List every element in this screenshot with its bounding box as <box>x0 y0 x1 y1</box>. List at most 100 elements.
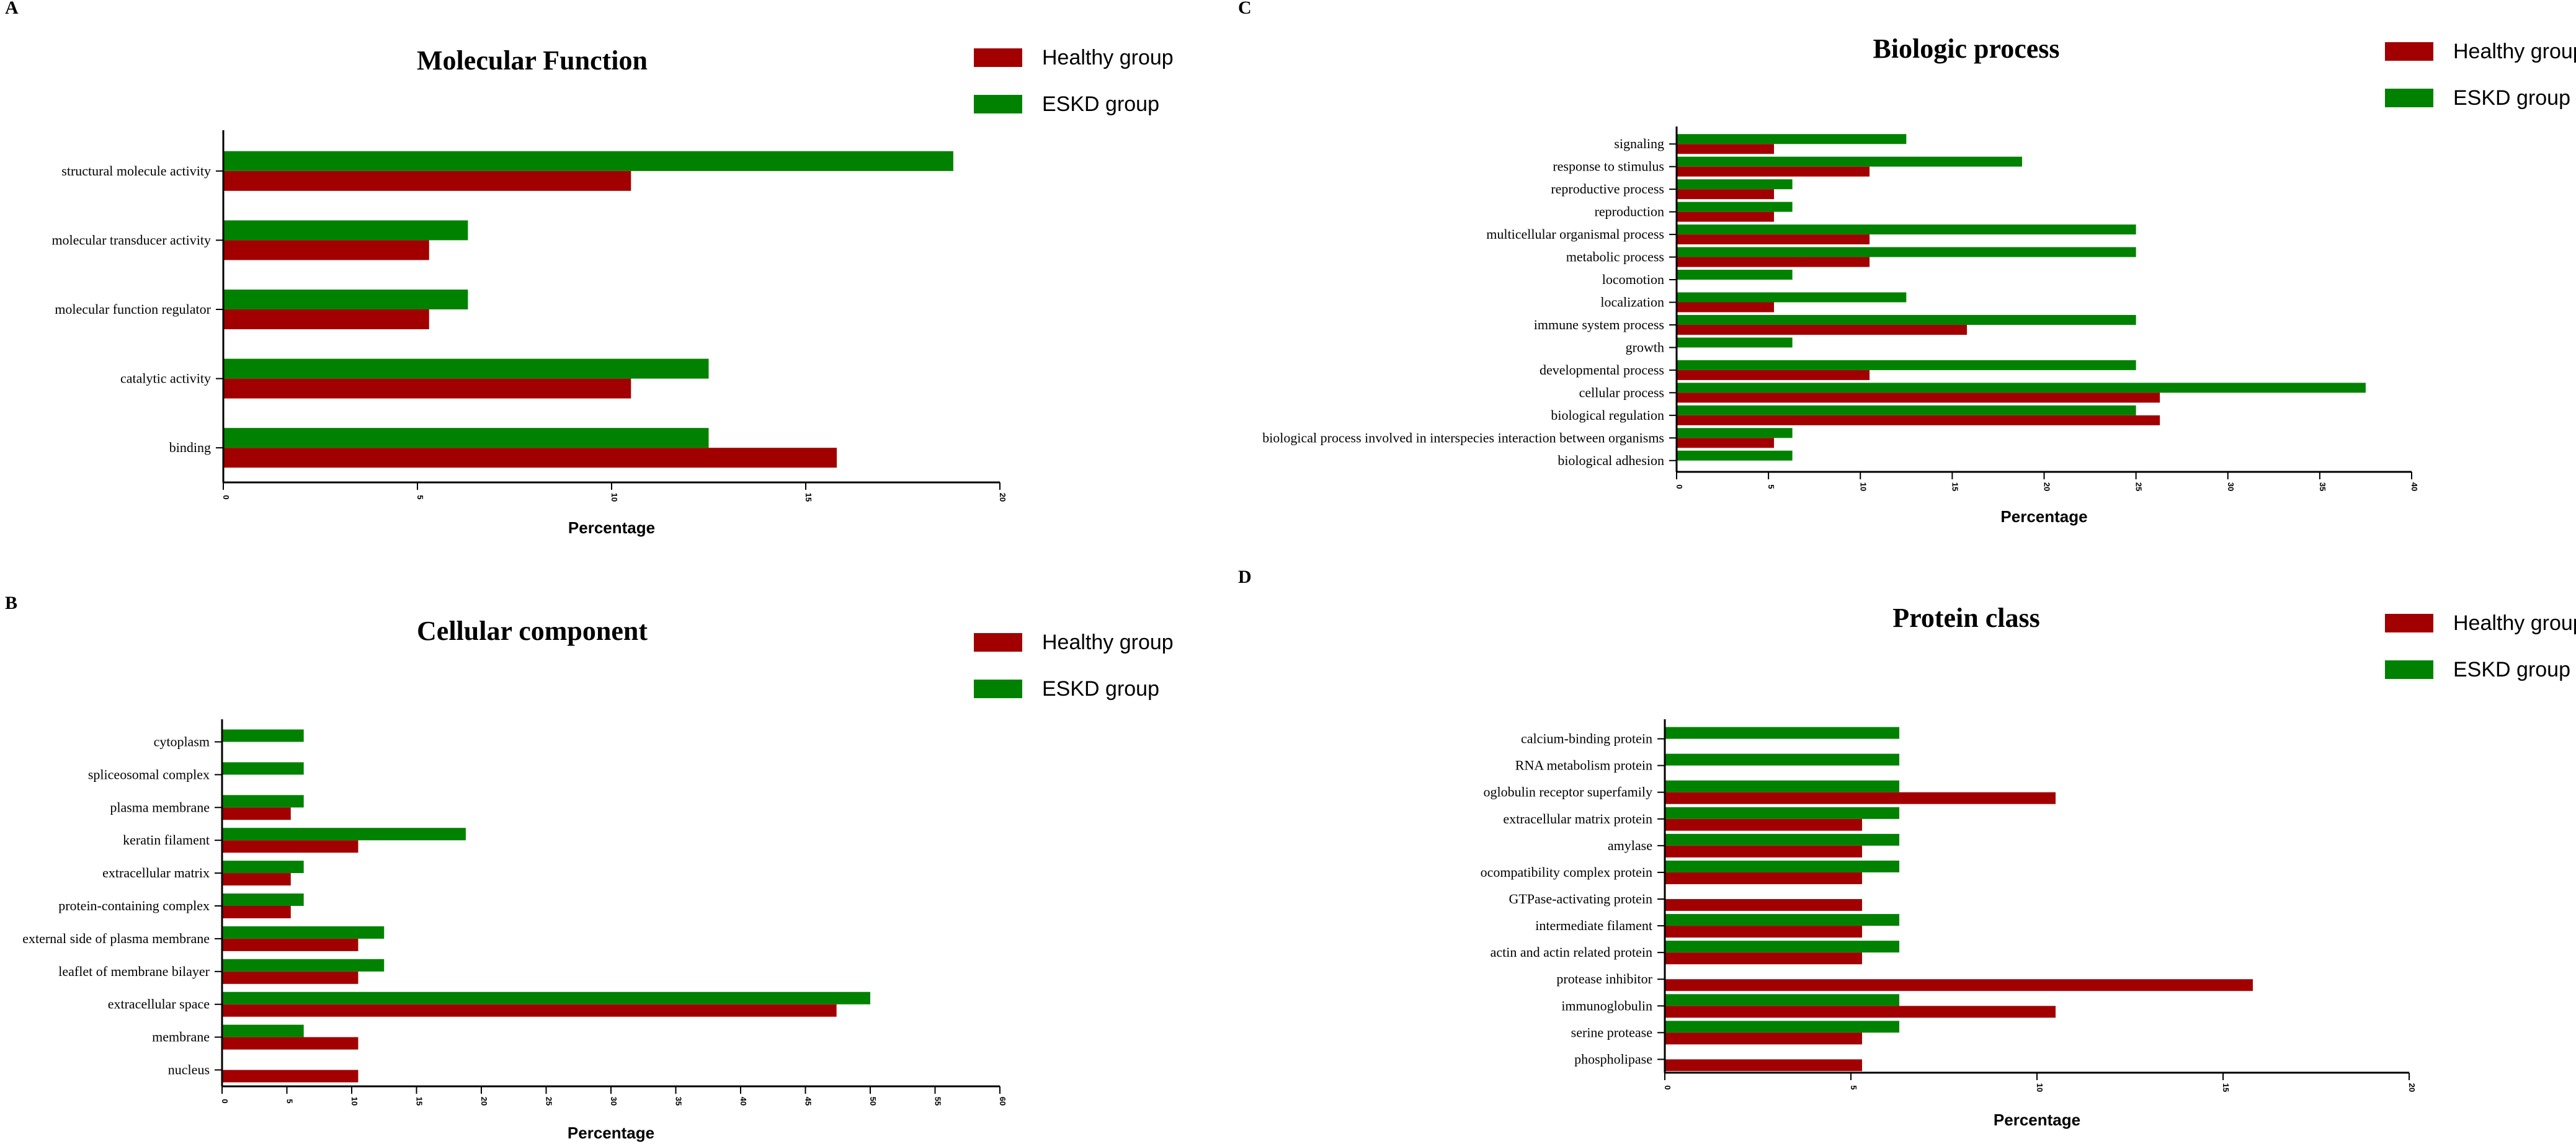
legend-swatch-eskd <box>2385 660 2433 679</box>
category-label: nucleus <box>168 1062 210 1078</box>
legend-label-healthy: Healthy group <box>2453 40 2576 63</box>
bar-eskd <box>1665 780 1899 792</box>
panel-letter: D <box>1238 567 1252 587</box>
bar-healthy <box>223 448 837 468</box>
legend-label-eskd: ESKD group <box>1042 92 1159 116</box>
panel-letter: B <box>5 593 17 613</box>
x-tick-label: 5 <box>1767 484 1776 489</box>
bar-healthy <box>223 171 631 191</box>
bar-eskd <box>222 959 385 972</box>
category-label: extracellular space <box>108 996 210 1012</box>
category-label: growth <box>1626 339 1664 355</box>
bar-healthy <box>1677 144 1775 154</box>
category-label: cellular process <box>1579 384 1664 400</box>
category-label: extracellular matrix <box>102 865 210 880</box>
bar-healthy <box>1665 926 1862 938</box>
bar-eskd <box>1665 914 1899 926</box>
bar-healthy <box>1665 818 1862 831</box>
bar-healthy <box>223 378 631 399</box>
x-tick-label: 10 <box>350 1097 359 1106</box>
bar-eskd <box>1677 450 1793 461</box>
x-axis-label: Percentage <box>568 1124 654 1142</box>
bar-healthy <box>1677 438 1775 448</box>
bar-healthy <box>1677 392 2160 403</box>
category-label: actin and actin related protein <box>1491 944 1652 960</box>
x-tick-label: 35 <box>674 1097 684 1106</box>
x-tick-label: 0 <box>220 1099 230 1103</box>
bar-eskd <box>222 1024 304 1037</box>
x-tick-label: 10 <box>1858 482 1868 491</box>
x-tick-label: 20 <box>479 1097 489 1106</box>
bar-healthy <box>1665 1032 1862 1045</box>
bar-eskd <box>222 893 304 906</box>
x-tick-label: 5 <box>285 1099 295 1103</box>
bar-eskd <box>1677 292 1907 303</box>
bar-eskd <box>222 861 304 874</box>
bar-eskd <box>1677 247 2136 257</box>
bar-eskd <box>1677 314 2136 325</box>
legend-label-eskd: ESKD group <box>2453 86 2570 110</box>
bar-healthy <box>222 938 359 951</box>
x-tick-label: 40 <box>2410 482 2419 491</box>
bar-eskd <box>223 358 709 379</box>
category-label: biological process involved in interspec… <box>1262 430 1664 445</box>
category-label: membrane <box>152 1029 210 1045</box>
bar-eskd <box>223 151 953 171</box>
bar-healthy <box>223 309 429 329</box>
category-label: GTPase-activating protein <box>1509 891 1652 907</box>
x-tick-label: 10 <box>2035 1083 2044 1092</box>
x-tick-label: 40 <box>739 1097 748 1106</box>
bar-healthy <box>1677 415 2160 425</box>
category-label: external side of plasma membrane <box>22 931 210 946</box>
x-tick-label: 25 <box>2134 482 2144 491</box>
legend-swatch-healthy <box>2385 614 2433 632</box>
chart-title: Protein class <box>1892 603 2040 633</box>
bar-healthy <box>1665 792 2056 804</box>
bar-eskd <box>1677 360 2136 370</box>
bar-healthy <box>222 1070 359 1083</box>
bar-eskd <box>1677 405 2136 415</box>
x-tick-label: 15 <box>804 493 813 502</box>
category-label: binding <box>169 440 211 455</box>
bar-eskd <box>222 795 304 808</box>
bar-healthy <box>1677 189 1775 200</box>
bar-eskd <box>223 220 468 241</box>
x-tick-label: 15 <box>2221 1083 2231 1092</box>
category-label: leaflet of membrane bilayer <box>58 964 210 979</box>
bar-eskd <box>1665 994 1899 1006</box>
bar-healthy <box>222 971 359 984</box>
x-tick-label: 0 <box>1675 484 1684 489</box>
x-tick-label: 25 <box>545 1097 554 1106</box>
chart-panel-a: A Molecular Function Healthy group ESKD gro… <box>5 0 1174 537</box>
bar-healthy <box>1677 257 1870 267</box>
category-label: catalytic activity <box>120 371 211 386</box>
category-label: intermediate filament <box>1535 918 1652 933</box>
bar-eskd <box>1677 134 1907 144</box>
category-label: phospholipase <box>1574 1051 1652 1066</box>
x-tick-label: 15 <box>415 1097 424 1106</box>
x-axis-label: Percentage <box>2000 507 2087 526</box>
bar-eskd <box>1665 860 1899 872</box>
bar-healthy <box>222 1037 359 1050</box>
x-tick-label: 60 <box>998 1097 1007 1106</box>
chart-title: Cellular component <box>417 616 648 646</box>
x-tick-label: 0 <box>1663 1085 1672 1089</box>
category-label: immunoglobulin <box>1561 998 1652 1013</box>
category-label: molecular function regulator <box>55 301 211 317</box>
bar-healthy <box>1665 1059 1862 1071</box>
legend-label-healthy: Healthy group <box>2453 611 2576 635</box>
x-tick-label: 30 <box>609 1097 618 1106</box>
bar-healthy <box>222 840 359 853</box>
x-tick-label: 5 <box>1849 1085 1858 1089</box>
x-tick-label: 45 <box>804 1097 813 1106</box>
category-label: immune system process <box>1534 317 1664 332</box>
category-label: response to stimulus <box>1553 159 1664 174</box>
x-tick-label: 20 <box>2043 482 2052 491</box>
bar-eskd <box>1665 833 1899 846</box>
chart-panel-c: C Biologic process Healthy group ESKD group… <box>1238 0 2576 526</box>
bar-eskd <box>1677 270 1793 280</box>
category-label: protein-containing complex <box>58 898 210 913</box>
chart-title: Molecular Function <box>417 45 648 76</box>
panel-letter: C <box>1238 0 1252 18</box>
